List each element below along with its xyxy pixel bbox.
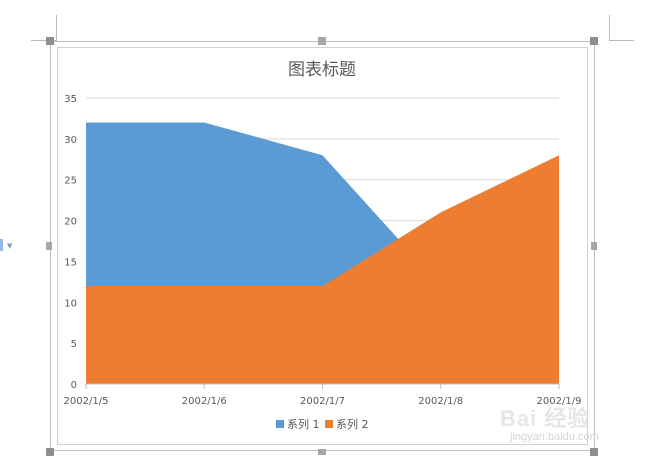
page-corner-guide-top-right-v — [609, 15, 610, 41]
chart-title[interactable]: 图表标题 — [288, 60, 356, 80]
y-tick-label: 0 — [71, 380, 77, 391]
x-tick-label: 2002/1/8 — [418, 396, 463, 407]
x-tick-label: 2002/1/9 — [537, 396, 582, 407]
legend-swatch-1 — [276, 420, 284, 428]
axes: 0 5 10 15 20 25 30 35 2002/1/5 2002/1/6 2002/1/7 20… — [64, 94, 582, 407]
page-corner-guide-top-right-h — [609, 40, 634, 41]
y-tick-label: 10 — [64, 298, 77, 309]
resize-handle-top-left[interactable] — [46, 37, 54, 45]
y-tick-label: 25 — [64, 176, 77, 187]
page-corner-guide-top-left-h — [31, 40, 56, 41]
resize-handle-bottom-right[interactable] — [590, 448, 598, 456]
resize-handle-bottom-left[interactable] — [46, 448, 54, 456]
y-tick-label: 5 — [71, 339, 77, 350]
y-tick-label: 20 — [64, 217, 77, 228]
y-tick-label: 35 — [64, 94, 77, 105]
legend-label-2[interactable]: 系列 2 — [336, 417, 369, 431]
x-tick-label: 2002/1/5 — [64, 396, 109, 407]
x-tick-label: 2002/1/6 — [182, 396, 227, 407]
x-tick-label: 2002/1/7 — [300, 396, 345, 407]
resize-handle-top-right[interactable] — [590, 37, 598, 45]
anchor-dropdown-icon[interactable]: ▼ — [7, 242, 13, 250]
y-tick-label: 15 — [64, 257, 77, 268]
legend-label-1[interactable]: 系列 1 — [287, 417, 320, 431]
resize-handle-middle-right[interactable] — [591, 242, 597, 250]
text-anchor-marker[interactable] — [0, 239, 3, 251]
series-areas — [86, 122, 559, 384]
watermark-logo-text: Bai 经验 — [500, 406, 591, 431]
baidu-jingyan-watermark: Bai 经验 jingyan.baidu.com — [500, 401, 650, 451]
resize-handle-top-center[interactable] — [318, 37, 326, 45]
page-corner-guide-top-left-v — [56, 15, 57, 41]
resize-handle-middle-left[interactable] — [46, 242, 52, 250]
watermark-url: jingyan.baidu.com — [510, 431, 599, 443]
legend-swatch-2 — [325, 420, 333, 428]
y-tick-label: 30 — [64, 135, 77, 146]
series-area-2[interactable] — [86, 155, 559, 384]
legend: 系列 1 系列 2 — [276, 417, 369, 431]
resize-handle-bottom-center[interactable] — [318, 449, 326, 455]
